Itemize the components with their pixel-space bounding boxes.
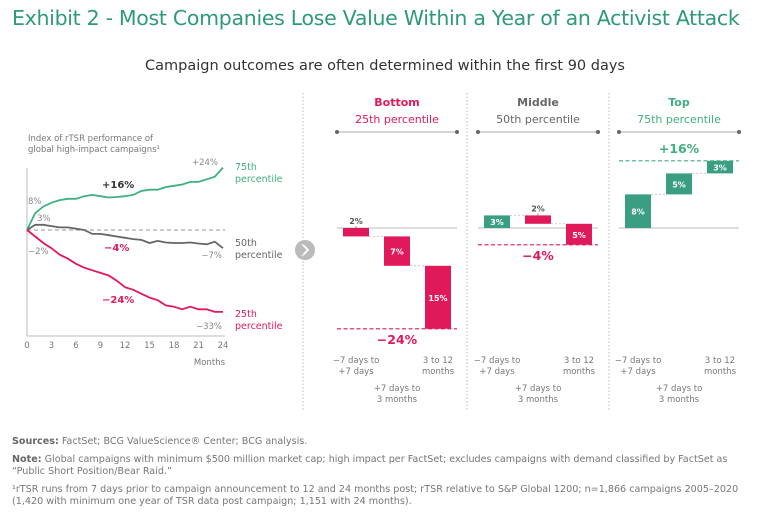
- chevron-right-glyph: [301, 243, 310, 257]
- series-line-75th: [26, 166, 224, 231]
- legend-label: 75th: [235, 162, 257, 173]
- x-axis-label: Months: [194, 358, 226, 368]
- x-tick-label: 6: [73, 341, 78, 351]
- category-label: 3 months: [377, 395, 418, 405]
- category-label: −7 days to: [333, 356, 380, 366]
- category-label: months: [563, 367, 596, 377]
- category-label: −7 days to: [615, 356, 662, 366]
- page-subtitle: Campaign outcomes are often determined w…: [145, 58, 625, 74]
- waterfall-bar: [566, 223, 592, 245]
- bracket-dot: [335, 130, 339, 134]
- bracket-dot: [737, 130, 741, 134]
- sources-note: Sources: FactSet; BCG ValueScience® Cent…: [12, 436, 308, 447]
- total-label: +16%: [659, 141, 700, 156]
- waterfall-bar: [666, 173, 692, 195]
- x-tick-label: 21: [193, 341, 204, 351]
- waterfall-bar: [425, 265, 451, 329]
- data-label: 3%: [37, 214, 51, 224]
- data-label: −24%: [102, 295, 134, 306]
- note: Note: Global campaigns with minimum $500…: [12, 454, 728, 477]
- category-label: −7 days to: [474, 356, 521, 366]
- notes: Sources: FactSet; BCG ValueScience® Cent…: [12, 436, 762, 514]
- footnote: ¹rTSR runs from 7 days prior to campaign…: [12, 484, 739, 507]
- chart-title-line2: global high-impact campaigns¹: [28, 145, 160, 155]
- panel-subtitle: 25th percentile: [355, 113, 439, 126]
- x-tick-label: 24: [218, 341, 229, 351]
- bar-label: 15%: [428, 294, 447, 303]
- x-tick-label: 18: [169, 341, 180, 351]
- category-label: +7 days: [620, 367, 656, 377]
- bracket-dot: [455, 130, 459, 134]
- total-label: −4%: [522, 248, 554, 263]
- data-label: −7%: [201, 251, 222, 261]
- data-label: −33%: [196, 322, 222, 332]
- bar-label: 2%: [531, 204, 545, 213]
- total-label: −24%: [377, 332, 418, 347]
- category-label: +7 days: [338, 367, 374, 377]
- panel-title: Middle: [517, 96, 559, 109]
- panel-subtitle: 50th percentile: [496, 113, 580, 126]
- series-line-25th: [26, 229, 223, 313]
- waterfall-bar: [384, 236, 410, 266]
- category-label: 3 months: [659, 395, 700, 405]
- panel-title: Top: [668, 96, 690, 109]
- data-label: +24%: [192, 158, 218, 168]
- data-label: 8%: [28, 197, 42, 207]
- chart-title-line1: Index of rTSR performance of: [28, 134, 154, 144]
- category-label: 3 to 12: [423, 356, 453, 366]
- category-label: 3 to 12: [705, 356, 735, 366]
- x-tick-label: 0: [24, 341, 29, 351]
- category-label: +7 days to: [374, 384, 421, 394]
- page-title: Exhibit 2 - Most Companies Lose Value Wi…: [12, 6, 740, 30]
- legend-label: percentile: [235, 174, 283, 185]
- bar-label: 2%: [349, 217, 363, 226]
- category-label: months: [422, 367, 455, 377]
- bar-label: 3%: [713, 164, 727, 173]
- category-label: months: [704, 367, 737, 377]
- bar-label: 5%: [572, 231, 586, 240]
- waterfall-bar: [343, 228, 369, 237]
- data-label: +16%: [102, 180, 134, 191]
- waterfall-bar: [525, 215, 551, 224]
- category-label: +7 days to: [656, 384, 703, 394]
- data-label: −4%: [104, 243, 129, 254]
- x-tick-label: 9: [98, 341, 103, 351]
- bar-label: 3%: [490, 218, 504, 227]
- legend-label: 25th: [235, 309, 257, 320]
- x-tick-label: 3: [49, 341, 54, 351]
- category-label: 3 months: [518, 395, 559, 405]
- legend-label: 50th: [235, 238, 257, 249]
- waterfall-bar: [484, 215, 510, 228]
- category-label: 3 to 12: [564, 356, 594, 366]
- data-label: −2%: [28, 247, 49, 257]
- bracket-dot: [617, 130, 621, 134]
- bracket-dot: [596, 130, 600, 134]
- chevron-right-icon[interactable]: [295, 240, 315, 260]
- bar-label: 7%: [390, 248, 404, 257]
- x-tick-label: 12: [120, 341, 131, 351]
- bar-label: 8%: [631, 208, 645, 217]
- category-label: +7 days to: [515, 384, 562, 394]
- legend-label: percentile: [235, 321, 283, 332]
- legend-label: percentile: [235, 250, 283, 261]
- series-line-50th: [26, 223, 224, 249]
- bar-label: 5%: [672, 180, 686, 189]
- category-label: +7 days: [479, 367, 515, 377]
- panel-subtitle: 75th percentile: [637, 113, 721, 126]
- bracket-dot: [476, 130, 480, 134]
- waterfall-bar: [625, 194, 651, 228]
- panel-title: Bottom: [374, 96, 419, 109]
- x-tick-label: 15: [144, 341, 155, 351]
- waterfall-bar: [707, 160, 733, 174]
